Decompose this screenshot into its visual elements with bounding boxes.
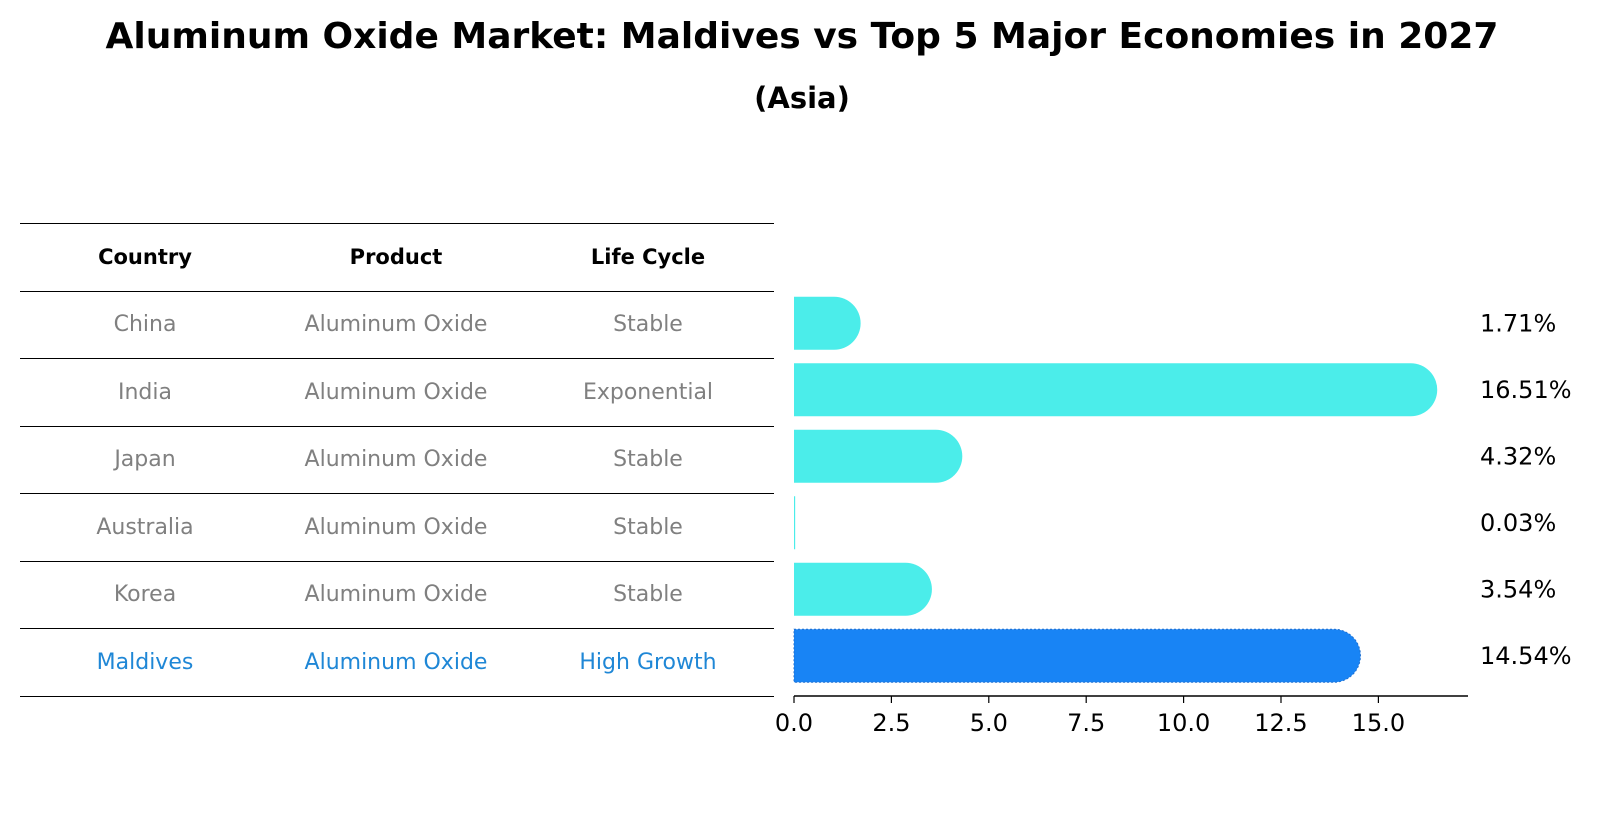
life-cycle-cell: Exponential	[582, 379, 714, 405]
x-tick-label: 10.0	[1157, 709, 1210, 737]
header-product: Product	[349, 245, 443, 270]
product-cell: Aluminum Oxide	[304, 312, 488, 338]
life-cycle-cell: Stable	[613, 312, 683, 338]
bar-maldives	[793, 628, 1361, 683]
country-cell: Australia	[96, 514, 194, 540]
bar-japan	[794, 429, 963, 483]
product-cell: Aluminum Oxide	[304, 514, 488, 540]
country-cell: India	[118, 379, 172, 405]
table-header-row: Country Product Life Cycle	[20, 223, 774, 292]
bar-australia	[794, 496, 796, 550]
header-life-cycle: Life Cycle	[590, 245, 706, 270]
country-cell: Maldives	[96, 649, 194, 675]
value-label: 3.54%	[1480, 575, 1556, 603]
country-cell: China	[113, 312, 177, 338]
table-row: Japan Aluminum Oxide Stable	[20, 427, 774, 494]
life-cycle-cell: High Growth	[579, 649, 717, 675]
product-cell: Aluminum Oxide	[304, 379, 488, 405]
value-label: 0.03%	[1480, 509, 1556, 537]
x-tick-label: 7.5	[1067, 709, 1105, 737]
chart-subtitle: (Asia)	[754, 81, 850, 115]
table-row: China Aluminum Oxide Stable	[20, 292, 774, 359]
value-label: 16.51%	[1480, 376, 1572, 404]
header-country: Country	[98, 245, 192, 270]
chart-title: Aluminum Oxide Market: Maldives vs Top 5…	[105, 16, 1499, 57]
value-label: 14.54%	[1480, 642, 1572, 670]
table-row: India Aluminum Oxide Exponential	[20, 359, 774, 427]
table-row: Korea Aluminum Oxide Stable	[20, 562, 774, 629]
country-cell: Korea	[113, 582, 177, 608]
value-label: 1.71%	[1480, 309, 1556, 337]
x-tick-label: 2.5	[872, 709, 910, 737]
life-cycle-cell: Stable	[613, 447, 683, 473]
market-table: Country Product Life Cycle China Aluminu…	[20, 223, 774, 697]
x-tick-label: 12.5	[1254, 709, 1307, 737]
product-cell: Aluminum Oxide	[304, 649, 488, 675]
x-tick-label: 0.0	[775, 709, 813, 737]
product-cell: Aluminum Oxide	[304, 582, 488, 608]
product-cell: Aluminum Oxide	[304, 447, 488, 473]
value-label: 4.32%	[1480, 442, 1556, 470]
country-cell: Japan	[114, 447, 176, 473]
table-row-highlight: Maldives Aluminum Oxide High Growth	[20, 629, 774, 697]
x-tick-label: 15.0	[1352, 709, 1405, 737]
x-tick-label: 5.0	[970, 709, 1008, 737]
bar-korea	[794, 562, 932, 616]
life-cycle-cell: Stable	[613, 582, 683, 608]
table-row: Australia Aluminum Oxide Stable	[20, 494, 774, 562]
life-cycle-cell: Stable	[613, 514, 683, 540]
bar-china	[794, 296, 861, 350]
bar-india	[794, 363, 1438, 417]
